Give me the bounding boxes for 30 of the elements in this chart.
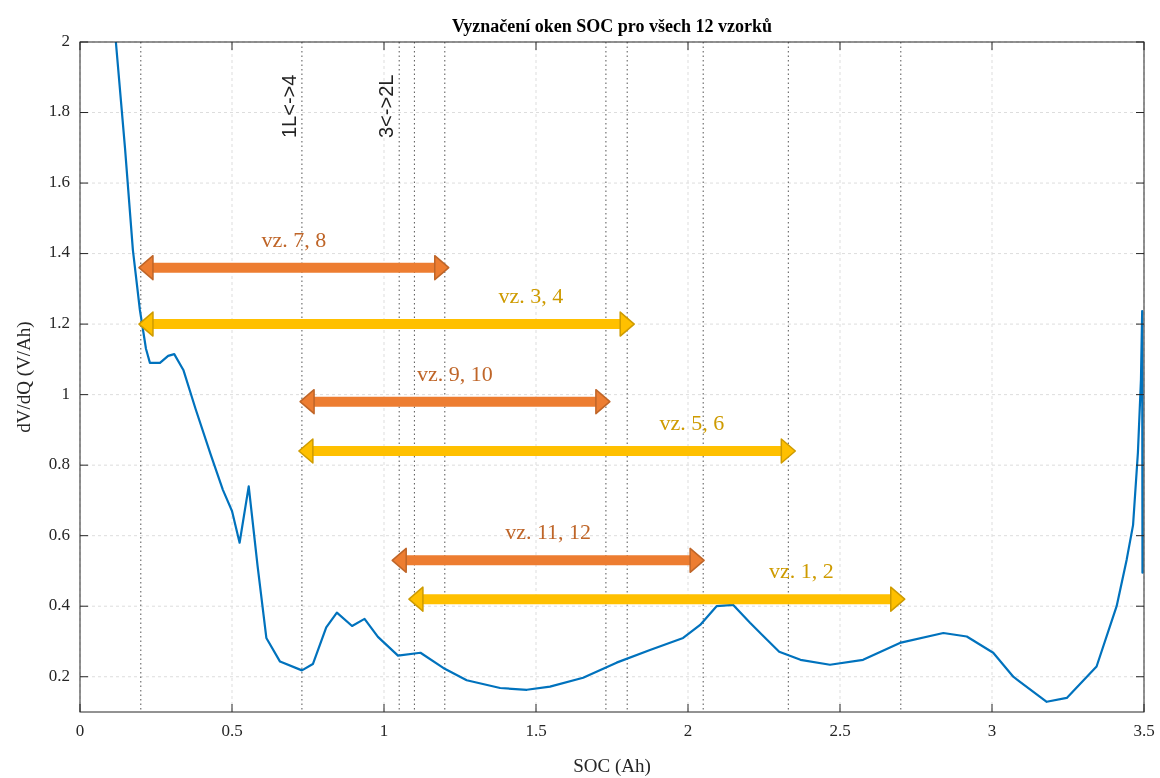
x-tick-label: 3 [987,721,997,740]
y-tick-label: 1.6 [48,171,70,191]
y-tick-label: 0.4 [48,595,71,615]
annotation: vz. 7, 8 [261,226,327,252]
x-tick-label: 0 [75,721,85,740]
ref-line-label: 3<->2L [375,74,398,138]
y-tick-label: 1 [61,383,70,403]
y-tick-label: 0.6 [48,524,70,544]
y-axis-title: dV/dQ (V/Ah) [13,321,35,433]
line-series [114,42,1144,703]
x-tick-label: 1.5 [525,721,547,740]
y-tick-label: 0.2 [48,665,70,685]
y-tick-label: 1.8 [48,101,70,121]
y-tick-label: 0.8 [48,454,70,474]
y-tick-label: 2 [61,30,70,50]
x-tick-label: 2.5 [829,721,851,740]
chart-title: Vyznačení oken SOC pro všech 12 vzorků [451,16,773,36]
annotation: vz. 5, 6 [659,410,725,436]
y-tick-label: 1.4 [48,242,71,262]
annotation: vz. 1, 2 [769,558,834,584]
annotation: vz. 3, 4 [498,283,564,309]
ref-line-label: 1L<->4 [277,74,300,138]
x-tick-label: 0.5 [221,721,243,740]
x-axis-title: SOC (Ah) [573,755,651,777]
x-tick-label: 3.5 [1133,721,1155,740]
x-tick-label: 1 [379,721,389,740]
annotation: vz. 11, 12 [505,519,592,545]
y-tick-label: 1.2 [48,313,70,333]
x-tick-label: 2 [683,721,693,740]
annotation: vz. 9, 10 [417,360,493,386]
